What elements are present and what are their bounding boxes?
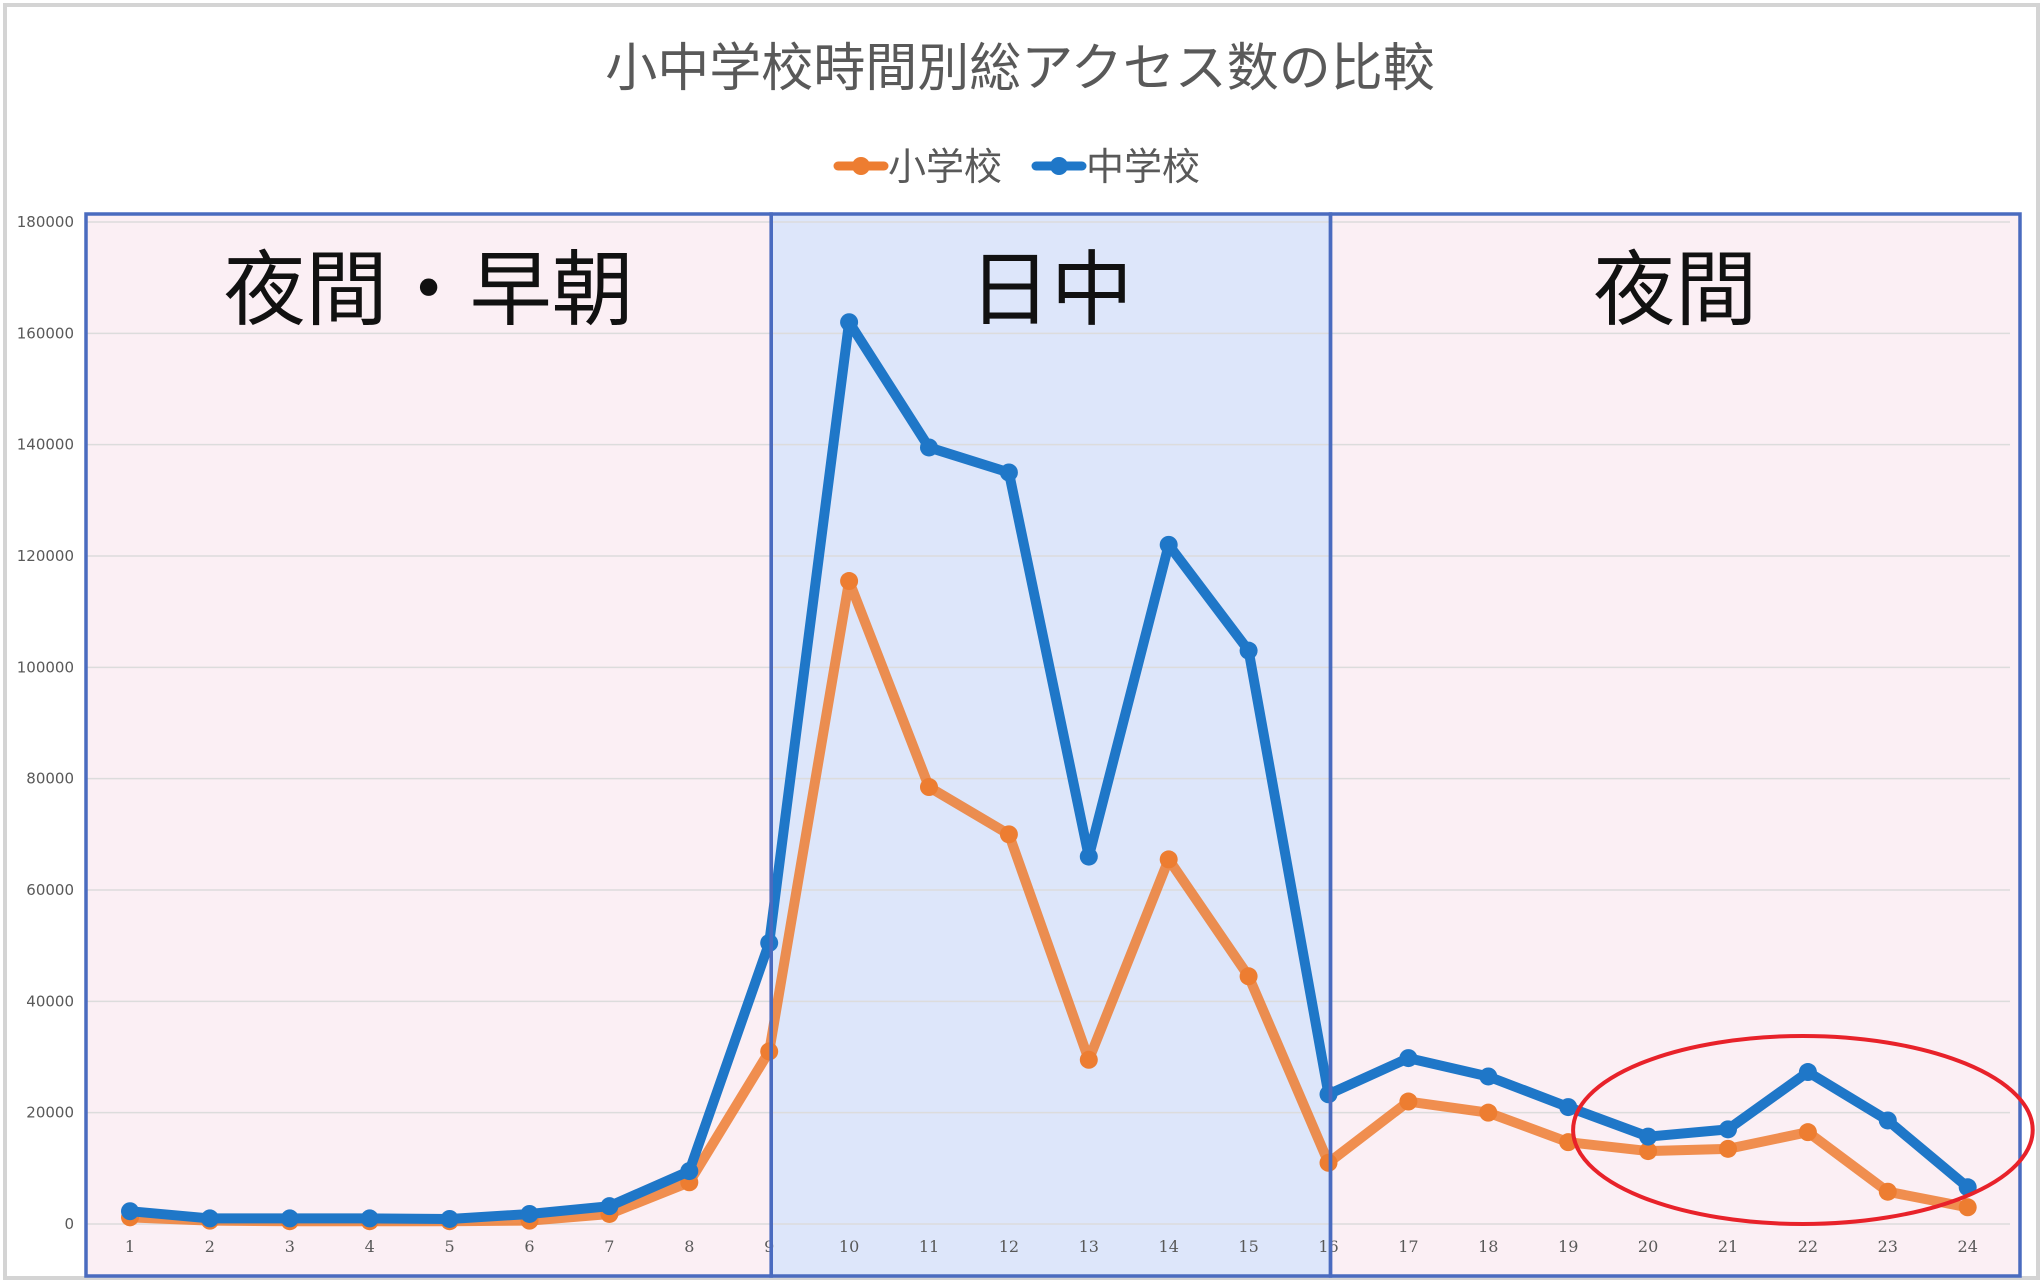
highlight-ellipse xyxy=(1571,1034,2035,1226)
x-tick-label: 24 xyxy=(1958,1237,1978,1256)
data-point xyxy=(840,572,859,591)
x-tick-label: 2 xyxy=(205,1237,215,1256)
x-tick-label: 7 xyxy=(604,1237,614,1256)
data-point xyxy=(1079,1050,1098,1069)
data-point xyxy=(280,1209,299,1228)
x-tick-label: 5 xyxy=(445,1237,455,1256)
band-labels: 夜間・早朝 日中 夜間 xyxy=(224,243,1758,338)
x-tick-label: 23 xyxy=(1878,1237,1898,1256)
x-tick-label: 13 xyxy=(1079,1237,1099,1256)
data-point xyxy=(200,1209,219,1228)
time-bands xyxy=(86,214,2020,1276)
band-1 xyxy=(86,214,772,1276)
y-tick-label: 60000 xyxy=(26,881,74,899)
data-point xyxy=(999,463,1018,482)
x-tick-label: 4 xyxy=(365,1237,375,1256)
legend-item: 中学校 xyxy=(1031,145,1200,189)
data-point xyxy=(1878,1111,1897,1130)
x-tick-label: 21 xyxy=(1718,1237,1738,1256)
y-tick-label: 180000 xyxy=(17,213,74,231)
band-2 xyxy=(771,214,1331,1276)
data-point xyxy=(760,1042,779,1061)
gridlines xyxy=(86,221,2010,1225)
data-point xyxy=(840,313,859,332)
data-point xyxy=(360,1209,379,1228)
data-point xyxy=(1639,1142,1658,1161)
data-point xyxy=(1479,1067,1498,1086)
chart-title: 小中学校時間別総アクセス数の比較 xyxy=(605,39,1434,99)
data-point xyxy=(1559,1098,1578,1117)
series-line xyxy=(125,317,1973,1224)
x-tick-label: 1 xyxy=(125,1237,135,1256)
y-tick-label: 0 xyxy=(64,1215,74,1233)
data-point xyxy=(1079,847,1098,866)
data-point xyxy=(1239,641,1258,660)
y-tick-label: 140000 xyxy=(17,436,74,454)
x-tick-label: 19 xyxy=(1558,1237,1578,1256)
data-point xyxy=(1719,1139,1737,1158)
legend-marker xyxy=(852,157,870,175)
band-borders xyxy=(84,212,2022,1278)
band-label: 日中 xyxy=(969,243,1133,338)
legend-item: 小学校 xyxy=(833,145,1002,189)
x-tick-label: 3 xyxy=(285,1237,295,1256)
band-label: 夜間・早朝 xyxy=(224,243,634,338)
series-lines xyxy=(121,313,1977,1231)
data-point xyxy=(1479,1103,1498,1122)
x-tick-label: 12 xyxy=(999,1237,1019,1256)
data-point xyxy=(1719,1120,1737,1139)
highlight-ellipse xyxy=(1571,1034,2035,1226)
data-point xyxy=(920,438,938,457)
data-point xyxy=(440,1209,459,1228)
data-point xyxy=(520,1204,539,1223)
data-point xyxy=(1319,1153,1338,1172)
x-axis-labels: 1 2 3 4 5 6 7 8 9 10 11 12 13 14 15 16 17 18 19 20 21 22 23 24 xyxy=(125,1237,1978,1256)
y-tick-label: 20000 xyxy=(26,1104,74,1122)
x-tick-label: 18 xyxy=(1478,1237,1498,1256)
data-point xyxy=(920,778,938,797)
band-label: 夜間 xyxy=(1593,243,1757,338)
x-tick-label: 17 xyxy=(1398,1237,1418,1256)
x-tick-label: 16 xyxy=(1318,1237,1338,1256)
data-point xyxy=(1798,1063,1817,1082)
y-tick-label: 120000 xyxy=(17,547,74,565)
y-tick-label: 80000 xyxy=(26,770,74,788)
data-point xyxy=(121,1202,139,1221)
data-point xyxy=(1399,1049,1418,1068)
x-tick-label: 11 xyxy=(919,1237,939,1256)
data-point xyxy=(1878,1182,1897,1201)
data-point xyxy=(600,1197,619,1216)
data-point xyxy=(1399,1092,1418,1111)
data-point xyxy=(1958,1198,1977,1217)
data-point xyxy=(1159,535,1178,554)
x-tick-label: 22 xyxy=(1798,1237,1818,1256)
band-border-3 xyxy=(1328,212,2022,1278)
data-point xyxy=(760,933,779,952)
data-point xyxy=(1159,850,1178,869)
y-tick-label: 160000 xyxy=(17,324,74,342)
y-tick-label: 40000 xyxy=(26,992,74,1010)
series-2 xyxy=(121,313,1977,1228)
data-point xyxy=(680,1162,699,1181)
legend: 小学校 中学校 xyxy=(833,145,1200,189)
data-point xyxy=(1798,1123,1817,1142)
legend-label: 小学校 xyxy=(888,145,1002,189)
x-tick-label: 14 xyxy=(1159,1237,1179,1256)
legend-label: 中学校 xyxy=(1086,145,1200,189)
band-3 xyxy=(1330,214,2020,1276)
y-axis-labels: 0 20000 40000 60000 80000 100000 120000 140000 1… xyxy=(17,213,74,1233)
data-point xyxy=(999,825,1018,844)
x-tick-label: 10 xyxy=(839,1237,859,1256)
y-tick-label: 100000 xyxy=(17,658,74,676)
legend-marker xyxy=(1050,157,1068,175)
x-tick-label: 9 xyxy=(764,1237,774,1256)
x-tick-label: 15 xyxy=(1238,1237,1258,1256)
x-tick-label: 8 xyxy=(684,1237,694,1256)
data-point xyxy=(1239,967,1258,986)
x-tick-label: 20 xyxy=(1638,1237,1658,1256)
x-tick-label: 6 xyxy=(524,1237,534,1256)
data-point xyxy=(1639,1127,1658,1146)
data-point xyxy=(1319,1085,1338,1104)
